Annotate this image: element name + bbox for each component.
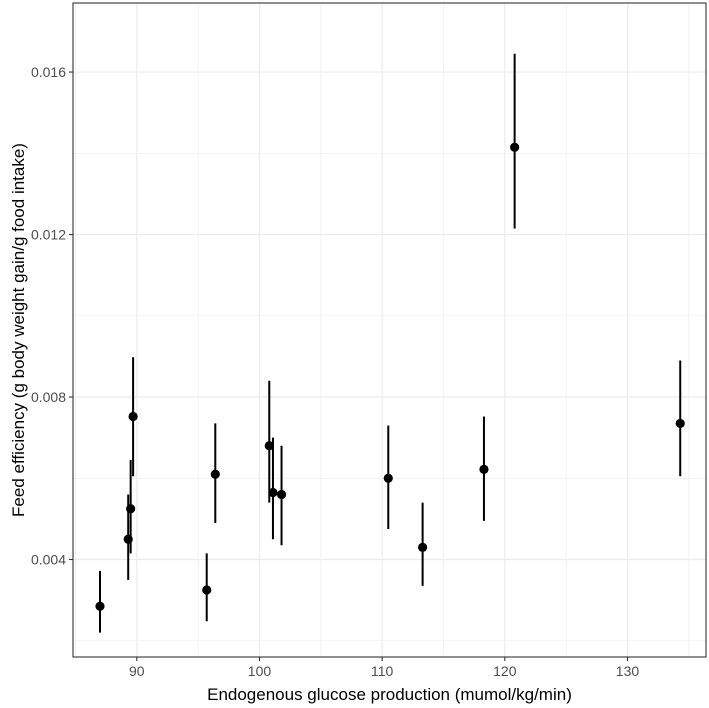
- x-tick-label: 130: [616, 663, 640, 679]
- data-point: [383, 473, 393, 483]
- data-point: [264, 441, 274, 451]
- x-tick-label: 100: [248, 663, 272, 679]
- x-tick-label: 90: [129, 663, 145, 679]
- data-point: [675, 418, 685, 429]
- data-point: [123, 534, 133, 544]
- data-point: [95, 601, 105, 611]
- x-tick-label: 110: [371, 663, 394, 679]
- y-axis-title: Feed efficiency (g body weight gain/g fo…: [9, 143, 28, 517]
- x-tick-label: 120: [493, 663, 517, 679]
- data-point: [126, 504, 136, 514]
- x-axis-title: Endogenous glucose production (mumol/kg/…: [207, 685, 572, 704]
- data-point: [128, 411, 138, 422]
- data-point: [510, 142, 520, 152]
- y-tick-label: 0.012: [31, 227, 66, 243]
- minor-gridlines: [73, 3, 706, 657]
- y-axis: 0.004 0.008 0.012 0.016: [31, 64, 73, 568]
- x-axis: 90 100 110 120 130: [129, 657, 639, 679]
- y-tick-label: 0.004: [31, 552, 66, 568]
- data-point: [268, 487, 278, 498]
- data-points: [95, 142, 685, 611]
- data-point: [210, 469, 220, 479]
- data-point: [418, 542, 428, 552]
- y-tick-label: 0.016: [31, 64, 66, 80]
- data-point: [479, 464, 489, 474]
- data-point: [276, 489, 287, 500]
- major-gridlines: [73, 3, 706, 657]
- panel-border: [72, 2, 707, 658]
- y-tick-label: 0.008: [31, 389, 66, 405]
- data-point: [202, 585, 212, 595]
